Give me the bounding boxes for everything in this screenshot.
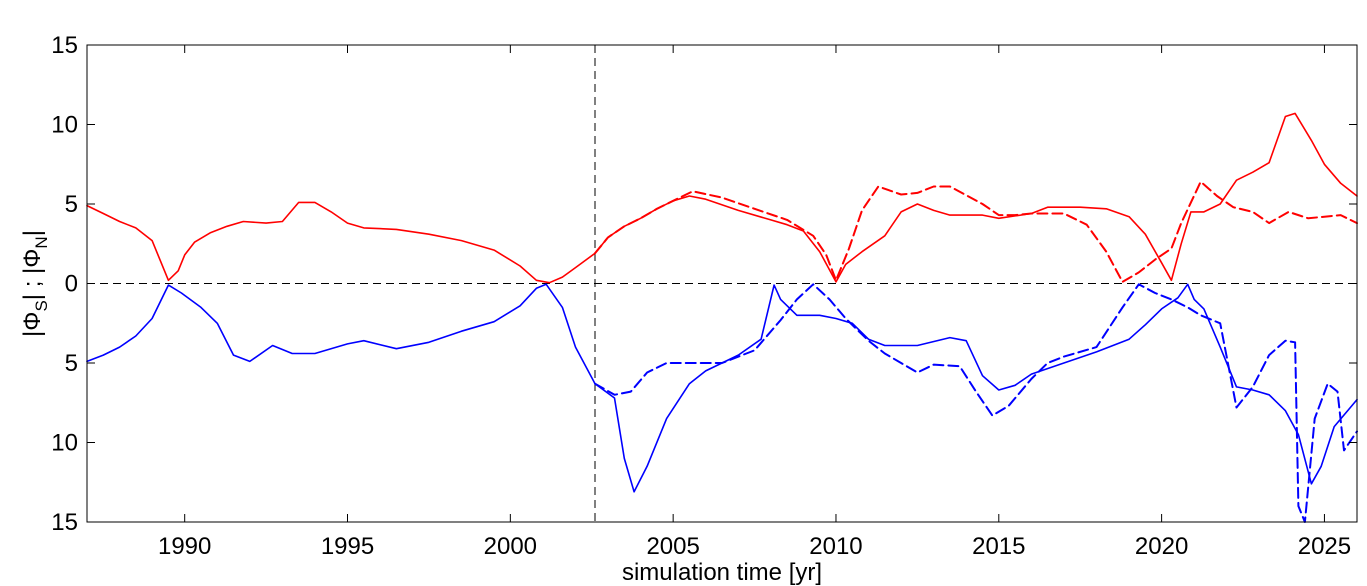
y-tick-label: 10 xyxy=(51,112,78,139)
x-tick-label: 2010 xyxy=(809,533,862,560)
y-axis-label-sub-n: N xyxy=(32,236,51,248)
y-axis-label: |ΦS| ; |ΦN| xyxy=(19,230,51,337)
series-line-north-solid xyxy=(86,112,1358,284)
y-tick-label: 0 xyxy=(65,271,78,298)
x-tick-label: 2020 xyxy=(1135,533,1188,560)
y-axis-label-sub-s: S xyxy=(32,300,51,311)
x-tick-label: 1995 xyxy=(321,533,374,560)
y-tick-label: 5 xyxy=(65,191,78,218)
x-tick-label: 2000 xyxy=(484,533,537,560)
chart-marks xyxy=(86,45,1358,523)
series-line-south-dashed xyxy=(594,283,1358,523)
axis-ticks: 1990 1995 2000 2005 2010 2015 2020 2025 15 10 5 0 5 1… xyxy=(51,32,1357,560)
x-axis-label: simulation time [yr] xyxy=(622,559,822,586)
series-line-north-dashed xyxy=(594,180,1358,283)
x-tick-label: 2025 xyxy=(1298,533,1351,560)
y-axis-label-phi-s: |Φ xyxy=(19,312,46,337)
y-tick-label: 15 xyxy=(51,509,78,536)
y-axis-label-mid: | ; |Φ xyxy=(19,249,46,301)
y-tick-label: 5 xyxy=(65,350,78,377)
y-tick-label: 15 xyxy=(51,32,78,59)
y-tick-label: 10 xyxy=(51,430,78,457)
x-tick-label: 2015 xyxy=(972,533,1025,560)
y-axis-label-end: | xyxy=(19,230,46,236)
x-tick-label: 2005 xyxy=(646,533,699,560)
x-tick-label: 1990 xyxy=(158,533,211,560)
series-line-south-solid xyxy=(86,283,1358,493)
